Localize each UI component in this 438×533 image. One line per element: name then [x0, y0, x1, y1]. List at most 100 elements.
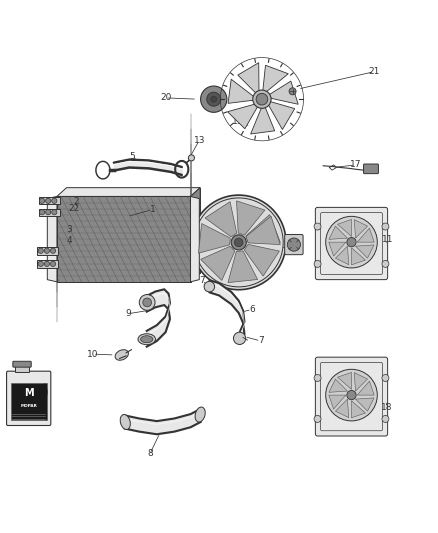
FancyBboxPatch shape: [315, 207, 388, 280]
Polygon shape: [354, 220, 367, 238]
Polygon shape: [191, 197, 199, 282]
Text: 22: 22: [68, 204, 79, 213]
FancyBboxPatch shape: [37, 247, 58, 255]
FancyBboxPatch shape: [39, 209, 60, 216]
Circle shape: [52, 198, 57, 204]
Circle shape: [326, 369, 377, 421]
Text: 17: 17: [350, 160, 361, 169]
Text: 2: 2: [74, 197, 79, 206]
Circle shape: [314, 375, 321, 382]
Polygon shape: [228, 251, 258, 282]
Circle shape: [347, 391, 356, 400]
Circle shape: [50, 248, 56, 253]
FancyBboxPatch shape: [321, 362, 382, 431]
Polygon shape: [268, 81, 298, 104]
Polygon shape: [338, 373, 351, 390]
FancyBboxPatch shape: [7, 371, 51, 425]
FancyBboxPatch shape: [13, 361, 31, 367]
Polygon shape: [351, 401, 365, 418]
Circle shape: [382, 223, 389, 230]
Polygon shape: [356, 398, 374, 411]
Polygon shape: [246, 216, 280, 245]
Polygon shape: [238, 63, 259, 94]
Text: 16: 16: [204, 255, 215, 264]
Circle shape: [314, 415, 321, 423]
Polygon shape: [357, 381, 374, 395]
FancyBboxPatch shape: [321, 213, 382, 274]
Polygon shape: [329, 242, 346, 256]
Ellipse shape: [120, 415, 131, 430]
Polygon shape: [205, 201, 237, 237]
Polygon shape: [244, 244, 279, 276]
Ellipse shape: [141, 336, 153, 343]
Circle shape: [231, 235, 246, 250]
Text: 14: 14: [271, 230, 283, 239]
Circle shape: [234, 238, 243, 247]
Circle shape: [233, 332, 246, 344]
Polygon shape: [198, 223, 230, 253]
Ellipse shape: [195, 407, 205, 422]
Circle shape: [382, 260, 389, 268]
FancyBboxPatch shape: [11, 383, 47, 420]
Circle shape: [191, 195, 286, 290]
Polygon shape: [336, 399, 349, 418]
Ellipse shape: [138, 334, 155, 345]
Text: 3: 3: [66, 225, 72, 234]
Text: 4: 4: [67, 236, 72, 245]
Polygon shape: [57, 197, 191, 282]
FancyBboxPatch shape: [315, 357, 388, 436]
Circle shape: [207, 92, 221, 106]
Circle shape: [39, 209, 45, 215]
Polygon shape: [251, 106, 275, 134]
FancyBboxPatch shape: [37, 260, 58, 268]
Circle shape: [347, 238, 356, 247]
Circle shape: [253, 90, 271, 108]
Text: 1: 1: [149, 205, 155, 214]
Circle shape: [194, 198, 283, 287]
Polygon shape: [67, 188, 200, 273]
Polygon shape: [228, 79, 254, 103]
Polygon shape: [47, 197, 57, 282]
Text: M: M: [24, 388, 33, 398]
Circle shape: [39, 198, 45, 204]
Text: 10: 10: [87, 350, 99, 359]
Polygon shape: [329, 395, 346, 409]
Polygon shape: [351, 248, 365, 265]
Circle shape: [382, 375, 389, 382]
FancyBboxPatch shape: [39, 197, 60, 204]
FancyBboxPatch shape: [364, 164, 378, 174]
Circle shape: [287, 238, 300, 251]
Circle shape: [139, 295, 155, 310]
Polygon shape: [263, 65, 288, 93]
Polygon shape: [329, 226, 347, 239]
Text: 11: 11: [382, 235, 393, 244]
Polygon shape: [246, 215, 280, 243]
Circle shape: [204, 281, 215, 292]
Polygon shape: [338, 220, 351, 237]
FancyBboxPatch shape: [15, 366, 29, 373]
Polygon shape: [336, 246, 349, 265]
Text: 6: 6: [249, 305, 255, 314]
Ellipse shape: [115, 350, 128, 360]
Text: 25: 25: [17, 374, 28, 383]
Circle shape: [44, 248, 49, 253]
Circle shape: [211, 96, 217, 102]
Polygon shape: [268, 101, 295, 130]
Polygon shape: [191, 188, 200, 282]
Polygon shape: [201, 246, 235, 280]
Circle shape: [289, 88, 296, 95]
Circle shape: [256, 93, 268, 105]
Circle shape: [44, 261, 49, 266]
Polygon shape: [354, 373, 367, 391]
Text: 5: 5: [129, 151, 135, 160]
Text: 21: 21: [369, 67, 380, 76]
Polygon shape: [227, 104, 258, 129]
Circle shape: [326, 216, 377, 268]
Circle shape: [46, 198, 51, 204]
Polygon shape: [329, 379, 347, 392]
Text: 7: 7: [199, 276, 205, 285]
Text: 9: 9: [125, 309, 131, 318]
Text: 19: 19: [232, 117, 243, 126]
Circle shape: [188, 155, 194, 161]
Polygon shape: [57, 188, 200, 197]
